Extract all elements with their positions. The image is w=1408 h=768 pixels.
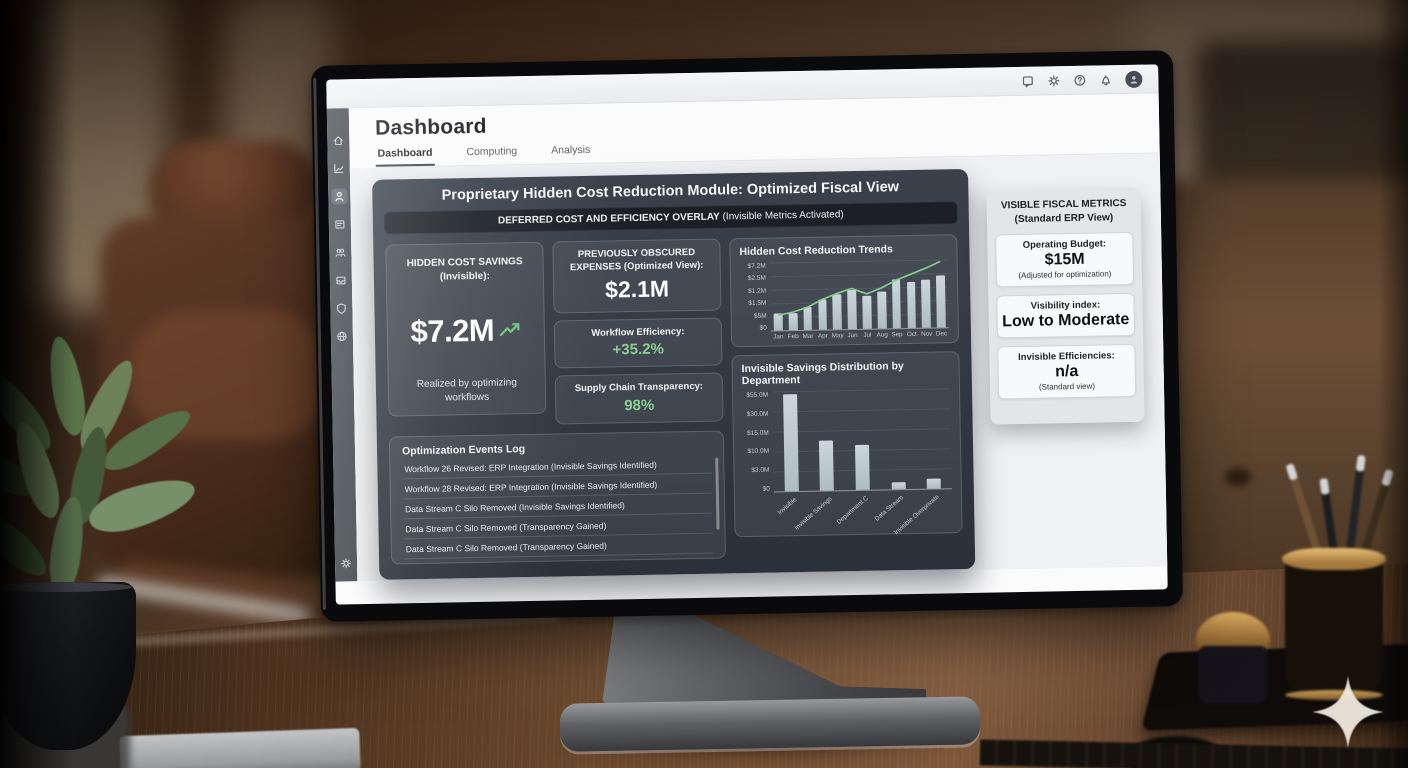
kpi-obscured-expenses: PREVIOUSLY OBSCURED EXPENSES (Optimized …: [552, 238, 722, 314]
help-icon[interactable]: [1073, 73, 1086, 86]
monitor: Dashboard Dashboard Computing Analysis P…: [310, 50, 1184, 622]
bar: [855, 444, 870, 491]
line-chart-icon[interactable]: [331, 160, 347, 176]
trend-chart-plot: [769, 259, 949, 332]
kpi-supply-chain-transparency: Supply Chain Transparency: 98%: [554, 372, 724, 425]
tab-computing[interactable]: Computing: [466, 145, 518, 159]
dept-chart-title: Invisible Savings Distribution by Depart…: [741, 360, 904, 388]
up-arrow-icon: [500, 323, 520, 337]
metric-invisible-efficiencies: Invisible Efficiencies: n/a (Standard vi…: [997, 343, 1137, 400]
metric-operating-budget: Operating Budget: $15M (Adjusted for opt…: [995, 231, 1135, 288]
log-scrollbar[interactable]: [715, 457, 720, 530]
log-entry: Data Stream C Silo Removed (Transparency…: [403, 533, 713, 560]
bar: [891, 482, 906, 490]
card-icon[interactable]: [332, 216, 348, 232]
kpi-label: HIDDEN COST SAVINGS (Invisible):: [406, 256, 523, 283]
kpi-workflow-efficiency: Workflow Efficiency: +35.2%: [553, 317, 723, 369]
globe-icon[interactable]: [334, 328, 350, 344]
screen: Dashboard Dashboard Computing Analysis P…: [326, 64, 1168, 605]
bar: [782, 394, 799, 492]
dept-chart-card: Invisible Savings Distribution by Depart…: [731, 351, 963, 538]
trend-chart-line: [770, 259, 949, 330]
trend-chart-yaxis: $7.2M $2.5M $1.2M $1.5M $5M $0: [747, 262, 767, 332]
hidden-cost-module: Proprietary Hidden Cost Reduction Module…: [372, 168, 976, 580]
dept-chart-bars: [772, 388, 952, 492]
home-icon[interactable]: [330, 132, 346, 148]
kpi-note: Realized by optimizing workflows: [416, 377, 517, 404]
kpi-value: $7.2M: [396, 311, 537, 350]
tab-dashboard[interactable]: Dashboard: [375, 142, 435, 167]
user-icon[interactable]: [331, 188, 348, 205]
user-avatar[interactable]: [1125, 70, 1143, 88]
badge-icon[interactable]: [1021, 74, 1034, 87]
tab-analysis[interactable]: Analysis: [551, 143, 591, 157]
bar: [926, 478, 941, 489]
sparkle-icon: [1312, 676, 1384, 748]
dept-chart-plot: [772, 388, 952, 493]
shield-icon[interactable]: [333, 300, 349, 316]
log-entries: Workflow 26 Revised: ERP Integration (In…: [402, 453, 713, 560]
visible-fiscal-metrics-panel: VISIBLE FISCAL METRICS (Standard ERP Vie…: [986, 187, 1145, 425]
team-icon[interactable]: [332, 244, 348, 260]
bar: [819, 440, 835, 491]
dept-chart-xaxis: Invisible Invisible Savings Department C Da…: [776, 493, 941, 537]
kpi-hidden-cost-savings: HIDDEN COST SAVINGS (Invisible): $7.2M R…: [385, 241, 547, 417]
metrics-title: VISIBLE FISCAL METRICS (Standard ERP Vie…: [1000, 198, 1127, 225]
dashboard-content: Proprietary Hidden Cost Reduction Module…: [349, 153, 1168, 582]
settings-icon[interactable]: [338, 555, 354, 571]
inbox-icon[interactable]: [333, 272, 349, 288]
trend-chart-card: Hidden Cost Reduction Trends $7.2M $2.5M $…: [729, 234, 960, 348]
potted-plant: [0, 330, 222, 768]
trend-chart-title: Hidden Cost Reduction Trends: [739, 243, 893, 259]
dept-chart-yaxis: $55.0M $30.0M $15.0M $10.0M $3.0M $0: [746, 391, 770, 493]
bell-icon[interactable]: [1099, 73, 1112, 86]
monitor-stand-base: [559, 696, 981, 752]
canister: [1196, 612, 1270, 704]
optimization-events-log: Optimization Events Log Workflow 26 Revi…: [388, 430, 727, 565]
gear-icon[interactable]: [1047, 74, 1060, 87]
trend-chart-xaxis: Jan Feb Mar Apr May Jun Jul Aug Sep Oct Nov Dec: [773, 330, 948, 341]
metric-visibility-index: Visibility index: Low to Moderate: [996, 292, 1136, 339]
